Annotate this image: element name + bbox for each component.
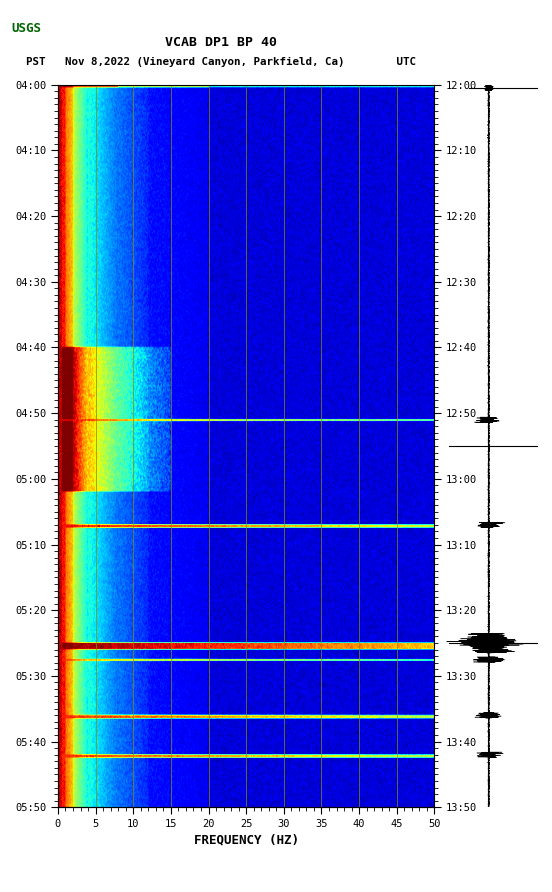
Text: PST   Nov 8,2022 (Vineyard Canyon, Parkfield, Ca)        UTC: PST Nov 8,2022 (Vineyard Canyon, Parkfie… xyxy=(26,57,416,68)
Text: USGS: USGS xyxy=(11,22,41,36)
Text: VCAB DP1 BP 40: VCAB DP1 BP 40 xyxy=(165,37,277,49)
X-axis label: FREQUENCY (HZ): FREQUENCY (HZ) xyxy=(194,833,299,847)
